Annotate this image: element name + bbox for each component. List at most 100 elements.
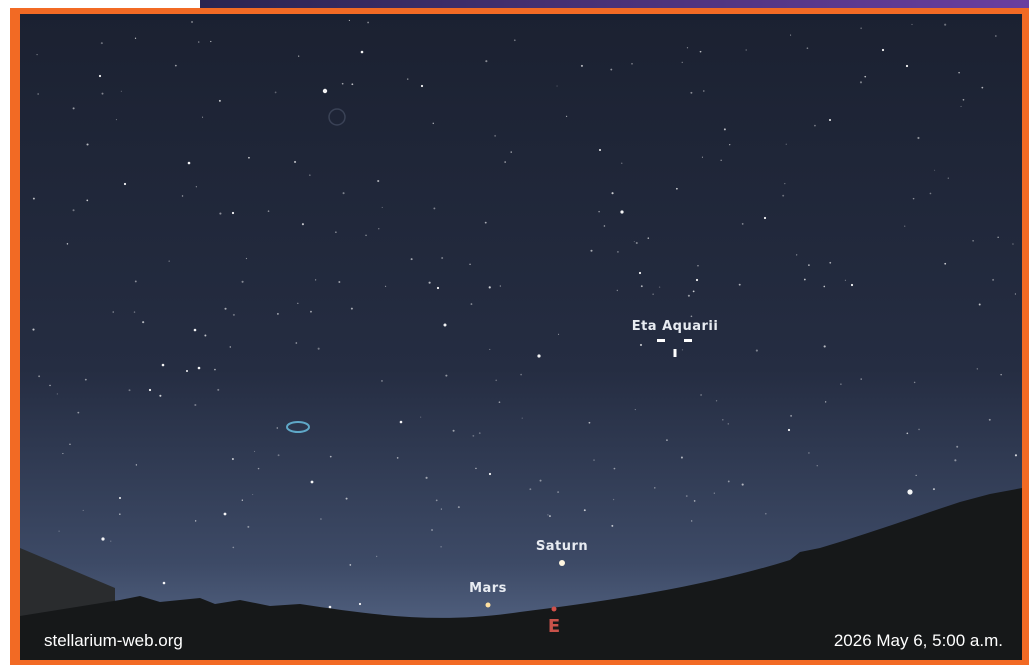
star <box>202 117 203 118</box>
star <box>437 287 439 289</box>
star <box>997 237 998 238</box>
star <box>194 404 196 406</box>
star <box>86 200 88 202</box>
star <box>277 427 278 428</box>
star <box>687 47 688 48</box>
star <box>786 144 787 145</box>
star <box>472 435 474 437</box>
star <box>376 556 377 557</box>
star <box>196 186 197 187</box>
star <box>746 49 747 50</box>
reticle <box>657 339 665 342</box>
star <box>219 213 221 215</box>
star <box>824 345 826 347</box>
star <box>444 324 447 327</box>
planet <box>559 560 565 566</box>
star <box>702 157 703 158</box>
star <box>620 210 623 213</box>
star <box>566 116 567 117</box>
star <box>101 42 103 44</box>
star <box>232 212 234 214</box>
star <box>930 193 932 195</box>
star <box>149 389 151 391</box>
star <box>500 285 501 286</box>
star <box>825 401 826 402</box>
star <box>845 280 846 281</box>
compass-label: E <box>548 616 560 637</box>
planet <box>486 603 491 608</box>
star <box>381 380 383 382</box>
star <box>934 170 935 171</box>
star <box>790 415 792 417</box>
star <box>614 468 616 470</box>
star <box>686 495 688 497</box>
sky-view: Eta Aquarii Saturn Mars E stellarium-web… <box>0 0 1029 665</box>
star <box>682 349 683 350</box>
star <box>294 161 296 163</box>
star <box>85 379 87 381</box>
star <box>338 281 340 283</box>
star <box>168 260 170 262</box>
star <box>411 258 413 260</box>
star <box>688 295 690 297</box>
star <box>851 284 853 286</box>
star <box>485 60 487 62</box>
star <box>175 65 177 67</box>
star <box>804 279 806 281</box>
star <box>441 257 443 259</box>
datetime-label: 2026 May 6, 5:00 a.m. <box>834 631 1003 650</box>
star <box>914 382 916 384</box>
star <box>864 76 866 78</box>
star <box>611 192 613 194</box>
star <box>217 389 219 391</box>
star <box>252 494 253 495</box>
star <box>315 279 316 280</box>
star <box>604 225 606 227</box>
star <box>860 27 862 29</box>
star <box>59 531 60 532</box>
star <box>124 183 126 185</box>
star <box>593 459 595 461</box>
star <box>349 564 351 566</box>
star <box>323 89 327 93</box>
star <box>599 149 601 151</box>
star <box>311 481 314 484</box>
star <box>933 488 935 490</box>
star <box>631 63 633 65</box>
star <box>611 525 613 527</box>
star <box>119 513 120 514</box>
star <box>440 546 442 548</box>
star <box>429 282 431 284</box>
star <box>511 151 512 152</box>
star <box>918 429 920 431</box>
star <box>700 394 701 395</box>
star <box>159 395 161 397</box>
star <box>681 457 683 459</box>
star <box>102 93 104 95</box>
star <box>489 473 491 475</box>
star <box>617 290 618 291</box>
star <box>784 183 785 184</box>
star <box>728 480 730 482</box>
star <box>972 240 974 242</box>
reticle <box>684 339 692 342</box>
star <box>129 389 131 391</box>
star <box>320 518 322 520</box>
star <box>224 513 227 516</box>
star <box>720 160 721 161</box>
star <box>961 106 962 107</box>
star <box>782 195 784 197</box>
star <box>365 235 366 236</box>
star <box>739 284 741 286</box>
star <box>904 226 905 227</box>
star <box>764 217 766 219</box>
star <box>558 334 559 335</box>
star <box>963 99 965 101</box>
star <box>191 21 193 23</box>
star <box>906 432 908 434</box>
star <box>295 342 297 344</box>
star <box>441 509 442 510</box>
star <box>367 22 369 24</box>
star <box>134 311 135 312</box>
star <box>522 418 523 419</box>
